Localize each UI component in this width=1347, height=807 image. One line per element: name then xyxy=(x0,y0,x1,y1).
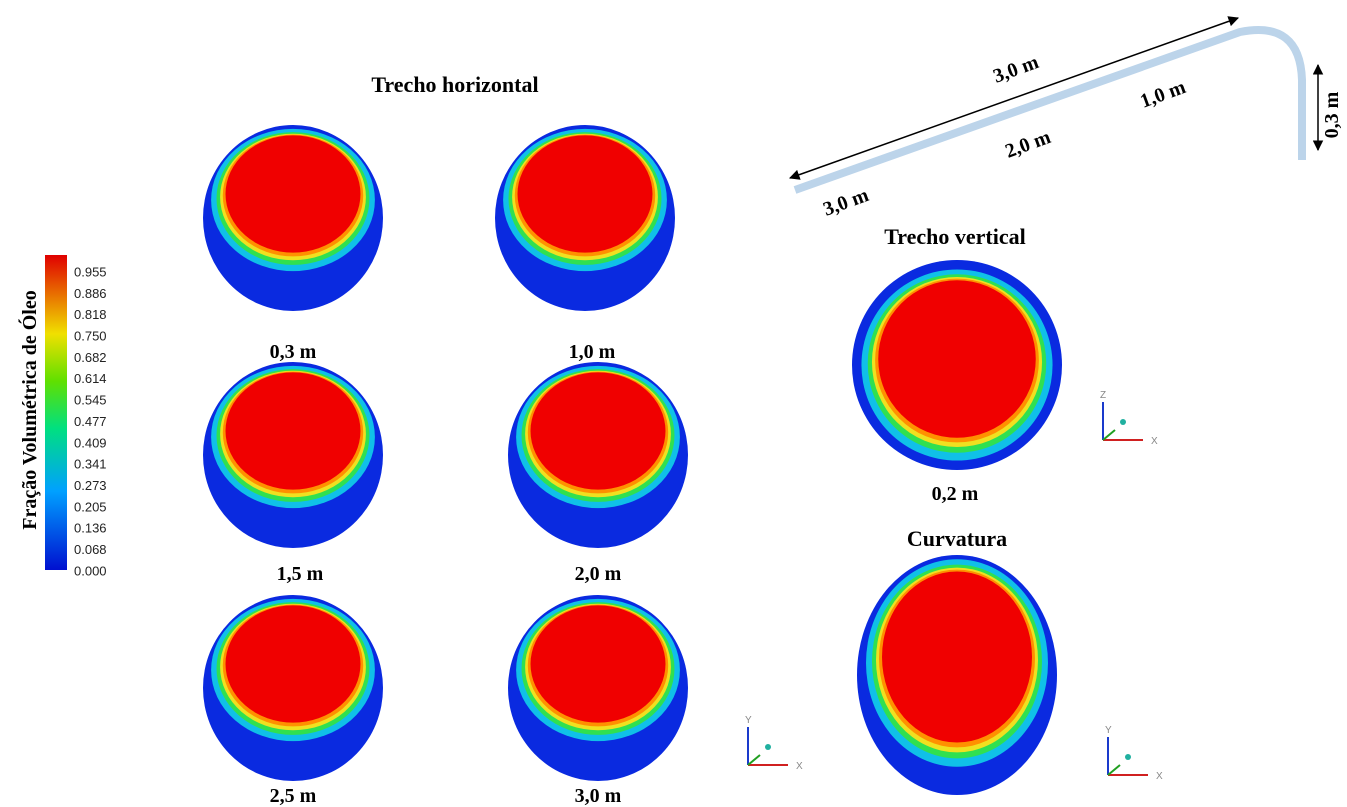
pipe-label: 0,3 m xyxy=(1321,91,1343,138)
colorbar-tick-label: 0.205 xyxy=(74,499,107,514)
section-label: 0,2 m xyxy=(932,483,979,505)
section-label: 0,3 m xyxy=(270,341,317,363)
axis-origin xyxy=(1120,419,1126,425)
colorbar-title: Fração Volumétrica de Óleo xyxy=(17,290,41,529)
colorbar-tick-label: 0.341 xyxy=(74,457,107,472)
section-title: Trecho vertical xyxy=(884,224,1026,249)
axis-arrow xyxy=(747,754,761,766)
section-label: 2,0 m xyxy=(575,563,622,585)
axis-label: Y xyxy=(1105,725,1112,736)
colorbar-tick-label: 0.545 xyxy=(74,393,107,408)
colorbar-tick-label: 0.136 xyxy=(74,521,107,536)
colorbar-tick-label: 0.273 xyxy=(74,478,107,493)
axis-label: Y xyxy=(745,715,752,726)
axis-origin xyxy=(1125,754,1131,760)
phase-contour xyxy=(225,135,361,253)
dimension-arrow xyxy=(789,16,1239,180)
phase-contour xyxy=(530,372,666,490)
colorbar xyxy=(45,255,67,570)
axis-label: X xyxy=(796,761,803,772)
colorbar-tick-label: 0.886 xyxy=(74,286,107,301)
phase-contour xyxy=(225,372,361,490)
colorbar-tick-label: 0.614 xyxy=(74,371,107,386)
section-label: 3,0 m xyxy=(575,785,622,807)
colorbar-tick-label: 0.955 xyxy=(74,264,107,279)
section-label: 1,0 m xyxy=(569,341,616,363)
phase-contour xyxy=(882,571,1032,743)
axis-arrow xyxy=(1102,429,1116,441)
colorbar-tick-label: 0.818 xyxy=(74,307,107,322)
colorbar-tick-label: 0.409 xyxy=(74,435,107,450)
pipe-label: 3,0 m xyxy=(820,184,872,221)
colorbar-tick-label: 0.682 xyxy=(74,350,107,365)
phase-contour xyxy=(878,280,1036,438)
axis-label: X xyxy=(1156,771,1163,782)
colorbar-tick-label: 0.750 xyxy=(74,329,107,344)
axis-origin xyxy=(765,744,771,750)
colorbar-tick-label: 0.477 xyxy=(74,414,107,429)
section-label: 1,5 m xyxy=(277,563,324,585)
colorbar-tick-label: 0.068 xyxy=(74,542,107,557)
phase-contour xyxy=(225,605,361,723)
section-title: Curvatura xyxy=(907,526,1007,551)
phase-contour xyxy=(530,605,666,723)
axis-arrow xyxy=(1107,764,1121,776)
pipe-label: 2,0 m xyxy=(1002,126,1054,163)
pipe xyxy=(793,26,1306,194)
phase-contour xyxy=(517,135,653,253)
section-title: Trecho horizontal xyxy=(371,72,538,97)
axis-label: X xyxy=(1151,436,1158,447)
axis-label: Z xyxy=(1100,390,1106,401)
pipe-label: 1,0 m xyxy=(1137,76,1189,113)
pipe-label: 3,0 m xyxy=(990,51,1042,88)
colorbar-tick-label: 0.000 xyxy=(74,563,107,578)
section-label: 2,5 m xyxy=(270,785,317,807)
